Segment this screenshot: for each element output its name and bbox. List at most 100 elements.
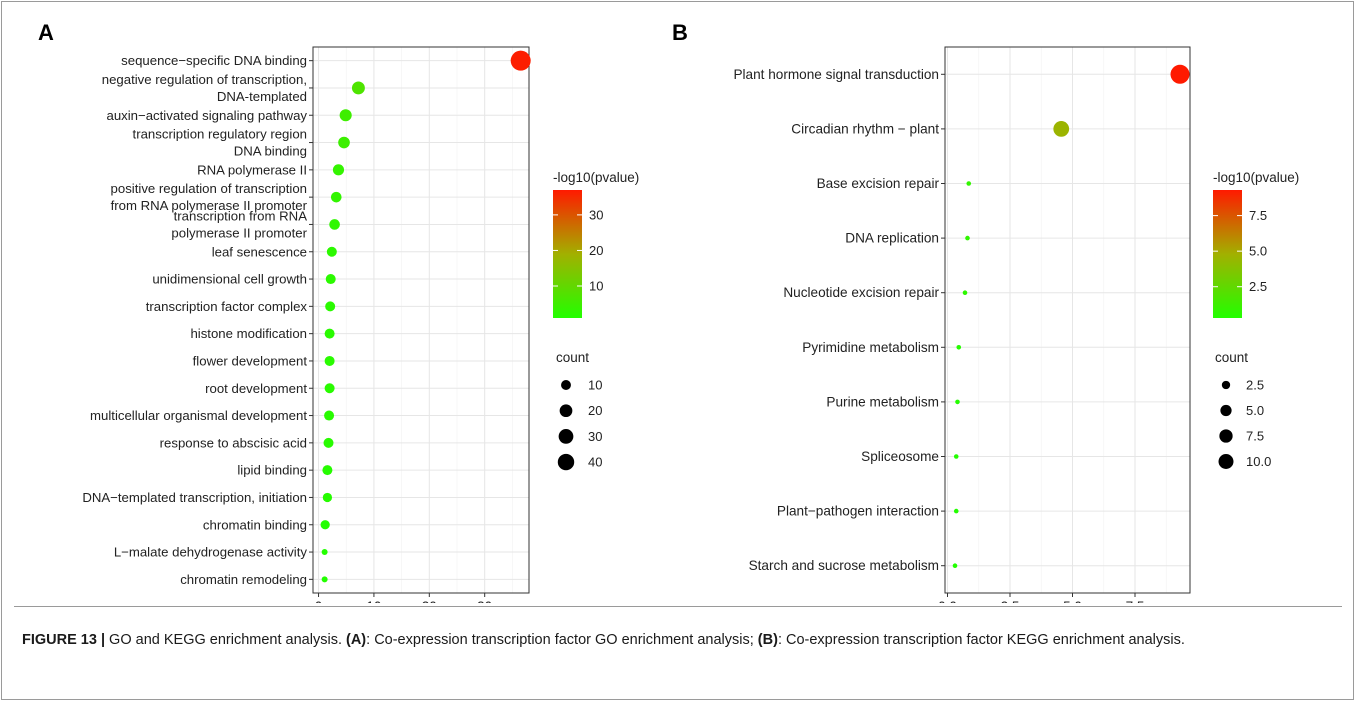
size-legend-key (558, 429, 574, 444)
plot-border (312, 46, 530, 594)
y-tick-label-line: chromatin binding (203, 517, 307, 532)
size-legend-title: count (1215, 350, 1248, 365)
data-point (326, 246, 337, 257)
y-tick-label: flower development (193, 353, 308, 368)
y-tick-label-line: auxin−activated signaling pathway (106, 108, 307, 123)
size-legend-label: 7.5 (1246, 429, 1264, 444)
size-legend-key (1219, 429, 1233, 443)
colorbar-tick-label: 10 (589, 279, 603, 294)
colorbar-tick-label: 30 (589, 207, 603, 222)
y-tick-label-line: Purine metabolism (826, 394, 939, 409)
x-tick-label: 5.0 (1063, 599, 1082, 603)
y-tick-label-line: chromatin remodeling (180, 572, 307, 587)
data-point (325, 301, 336, 312)
data-point (956, 345, 962, 350)
y-tick-label-line: Base excision repair (817, 176, 940, 191)
x-tick-label: 30 (477, 599, 492, 603)
panel-b-chart: B Plant hormone signal transduction Circad… (672, 20, 1299, 603)
y-tick-label-line: lipid binding (237, 463, 307, 478)
size-legend-key (561, 380, 571, 390)
y-tick-label: unidimensional cell growth (152, 272, 307, 287)
colorbar (1213, 190, 1242, 318)
y-tick-label: lipid binding (237, 463, 307, 478)
caption-ref-b: (B) (757, 632, 778, 648)
plot-border (944, 46, 1191, 594)
y-tick-label-line: DNA binding (234, 144, 307, 159)
y-tick-label: Purine metabolism (826, 394, 939, 409)
y-tick-label-line: flower development (193, 353, 308, 368)
y-tick-label: response to abscisic acid (160, 435, 307, 450)
x-tick-label: 7.5 (1126, 599, 1145, 603)
y-tick-label: root development (205, 381, 307, 396)
y-tick-label: RNA polymerase II (197, 162, 307, 177)
data-point (325, 274, 336, 285)
x-tick-label: 0.0 (938, 599, 957, 603)
colorbar-title: -log10(pvalue) (553, 170, 639, 185)
colorbar-title: -log10(pvalue) (1213, 170, 1299, 185)
y-tick-label-line: DNA−templated transcription, initiation (82, 490, 307, 505)
panel-label: B (672, 20, 688, 45)
data-point (952, 563, 958, 568)
data-point (330, 191, 342, 203)
y-tick-label-line: RNA polymerase II (197, 162, 307, 177)
y-tick-label-line: Plant hormone signal transduction (733, 67, 939, 82)
x-tick-label: 10 (366, 599, 381, 603)
y-tick-label: negative regulation of transcription, DNA… (102, 72, 307, 104)
data-point (324, 328, 335, 339)
data-point (339, 109, 352, 122)
y-tick-label: auxin−activated signaling pathway (106, 108, 307, 123)
data-point (323, 437, 334, 448)
data-point (965, 235, 970, 241)
y-tick-label: Plant−pathogen interaction (777, 504, 939, 519)
size-legend-label: 5.0 (1246, 403, 1264, 418)
y-tick-label: chromatin binding (203, 517, 307, 532)
data-point (510, 50, 531, 71)
y-tick-label: L−malate dehydrogenase activity (114, 545, 308, 560)
y-tick-label: transcription factor complex (146, 299, 308, 314)
y-tick-label: Plant hormone signal transduction (733, 67, 939, 82)
y-tick-label-line: root development (205, 381, 307, 396)
y-tick-label-line: unidimensional cell growth (152, 272, 307, 287)
y-tick-label-line: Spliceosome (861, 449, 939, 464)
data-point (953, 508, 959, 514)
y-tick-label-line: Plant−pathogen interaction (777, 504, 939, 519)
data-point (955, 399, 960, 405)
data-point (320, 520, 330, 530)
caption-part-b: : Co-expression transcription factor KEG… (777, 632, 1185, 648)
caption-part-a: : Co-expression transcription factor GO … (366, 632, 758, 648)
figure-caption: FIGURE 13 | GO and KEGG enrichment analy… (22, 630, 1327, 651)
colorbar (553, 190, 582, 318)
size-legend-title: count (556, 350, 589, 365)
plot-area (313, 47, 529, 593)
y-tick-label: sequence−specific DNA binding (121, 53, 307, 68)
y-tick-label-line: polymerase II promoter (171, 225, 307, 240)
y-tick-label-line: sequence−specific DNA binding (121, 53, 307, 68)
data-point (953, 454, 959, 459)
y-tick-label: histone modification (190, 326, 307, 341)
colorbar-tick-label: 20 (589, 243, 603, 258)
colorbar-tick-label: 7.5 (1249, 208, 1267, 223)
data-point (322, 492, 333, 503)
x-tick-label: 20 (422, 599, 437, 603)
y-tick-label-line: DNA-templated (217, 89, 307, 104)
y-tick-label-line: multicellular organismal development (90, 408, 307, 423)
data-point (351, 81, 365, 95)
y-tick-label-line: L−malate dehydrogenase activity (114, 545, 308, 560)
colorbar-tick-label: 2.5 (1249, 279, 1267, 294)
y-tick-label: Pyrimidine metabolism (802, 340, 939, 355)
data-point (324, 383, 335, 394)
y-tick-label-line: response to abscisic acid (160, 435, 307, 450)
y-tick-label: DNA−templated transcription, initiation (82, 490, 307, 505)
y-tick-label-line: transcription factor complex (146, 299, 308, 314)
size-legend-label: 10.0 (1246, 454, 1271, 469)
data-point (332, 164, 345, 176)
y-tick-label-line: from RNA polymerase II promoter (111, 198, 308, 213)
data-point (338, 136, 350, 149)
size-legend-label: 10 (588, 378, 602, 393)
data-point (322, 465, 333, 476)
y-tick-label-line: DNA replication (845, 231, 939, 246)
x-tick-label: 2.5 (1001, 599, 1020, 603)
colorbar-tick-label: 5.0 (1249, 244, 1267, 259)
